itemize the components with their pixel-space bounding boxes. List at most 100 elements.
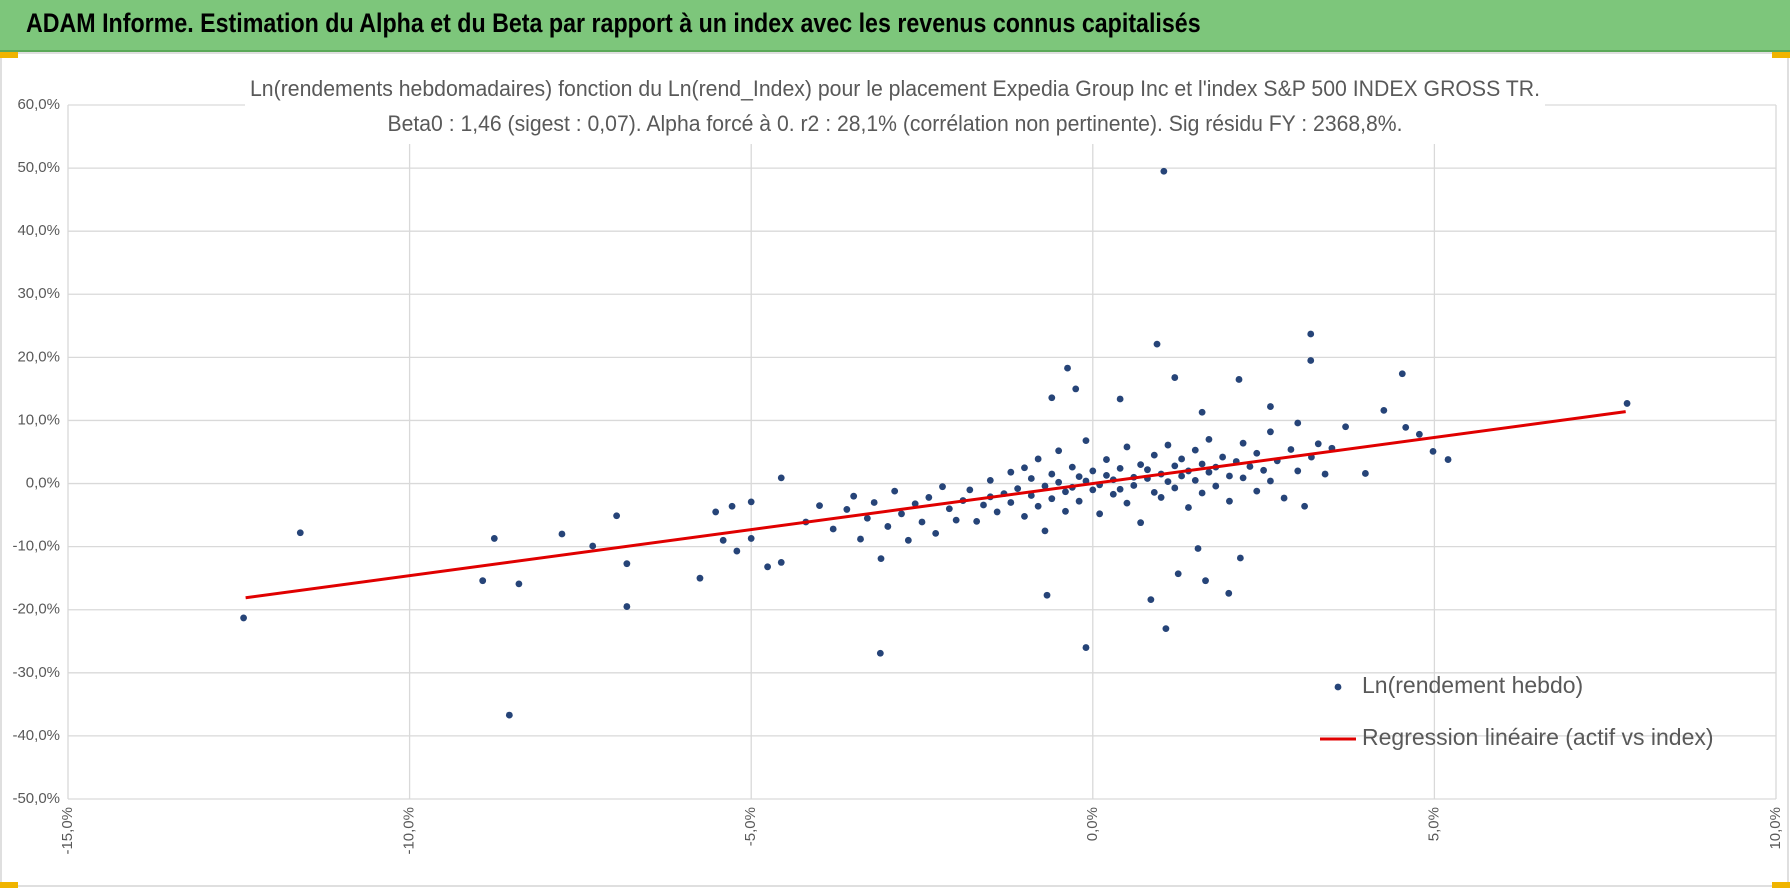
scatter-point <box>1171 462 1179 470</box>
scatter-point <box>1082 437 1090 445</box>
scatter-point <box>904 536 912 544</box>
scatter-point <box>939 483 946 491</box>
corner <box>1772 52 1790 58</box>
scatter-point <box>1194 545 1202 552</box>
scatter-point <box>1191 446 1199 454</box>
scatter-point <box>1116 485 1124 493</box>
title-bg <box>245 74 1545 144</box>
scatter-point <box>1055 447 1063 455</box>
scatter-point <box>1034 455 1042 463</box>
header: ADAM Informe. Estimation du Alpha et du … <box>0 0 1790 52</box>
scatter-point <box>1021 512 1028 520</box>
scatter-point <box>728 502 736 510</box>
scatter-point <box>1014 485 1022 492</box>
scatter-point <box>1062 507 1069 515</box>
scatter-point <box>980 501 987 509</box>
scatter-point <box>1226 472 1233 480</box>
scatter-point <box>973 518 981 525</box>
scatter-point <box>1294 419 1302 427</box>
scatter-point <box>1267 403 1274 410</box>
y-tick-label: -10,0% <box>12 538 60 555</box>
scatter-point <box>1314 440 1322 448</box>
scatter-point <box>1150 451 1158 459</box>
scatter-point <box>1027 475 1035 482</box>
scatter-point <box>1267 428 1274 436</box>
scatter-point <box>1162 625 1170 633</box>
scatter-point <box>558 530 566 538</box>
scatter-point <box>1198 489 1206 497</box>
x-tick-label: 0,0% <box>1084 807 1101 841</box>
scatter-point <box>1321 470 1329 478</box>
legend-marker <box>1334 683 1342 691</box>
scatter-point <box>1144 466 1151 474</box>
scatter-point <box>1239 474 1247 482</box>
scatter-point <box>1130 482 1138 489</box>
scatter-point <box>1178 455 1186 463</box>
y-tick-label: -50,0% <box>12 790 60 807</box>
scatter-point <box>1171 484 1179 492</box>
scatter-point <box>1082 644 1090 651</box>
scatter-point <box>764 563 771 571</box>
scatter-point <box>1267 477 1274 485</box>
scatter-point <box>1089 486 1097 494</box>
scatter-point <box>1068 463 1076 471</box>
scatter-point <box>1034 502 1042 510</box>
scatter-point <box>1361 470 1369 477</box>
scatter-point <box>877 555 885 563</box>
scatter-point <box>1164 441 1172 449</box>
y-tick-label: -30,0% <box>12 664 60 681</box>
scatter-point <box>870 499 878 506</box>
corner <box>0 52 18 58</box>
chart-title: Ln(rendements hebdomadaires) fonction du… <box>250 76 1540 101</box>
scatter-point <box>719 536 727 544</box>
scatter-point <box>1198 408 1206 416</box>
scatter-point <box>1109 490 1117 498</box>
scatter-point <box>1103 471 1110 479</box>
y-tick-label: -20,0% <box>12 601 60 618</box>
y-tick-label: 50,0% <box>17 159 60 176</box>
scatter-point <box>1153 340 1161 348</box>
scatter-point <box>747 535 755 542</box>
y-tick-label: -40,0% <box>12 727 60 744</box>
scatter-point <box>843 506 851 513</box>
scatter-point <box>1178 472 1186 480</box>
scatter-point <box>1150 488 1158 496</box>
corner <box>1772 882 1790 888</box>
scatter-point <box>1027 492 1035 499</box>
scatter-point <box>1089 467 1097 475</box>
scatter-point <box>850 492 858 500</box>
chart-frame <box>0 52 1789 887</box>
scatter-point <box>623 603 631 610</box>
scatter-point <box>857 535 864 543</box>
y-tick-label: 40,0% <box>17 222 60 239</box>
scatter-point <box>1294 467 1302 475</box>
scatter-point <box>1021 464 1028 472</box>
legend-label: Regression linéaire (actif vs index) <box>1362 724 1714 750</box>
scatter-point <box>925 494 933 501</box>
scatter-point <box>733 547 741 555</box>
scatter-point <box>1623 400 1631 407</box>
scatter-point <box>1239 439 1247 447</box>
scatter-point <box>505 711 513 719</box>
corner <box>0 882 18 888</box>
scatter-point <box>777 474 785 482</box>
scatter-point <box>1062 488 1069 496</box>
scatter-point <box>876 649 884 657</box>
scatter-point <box>932 529 940 537</box>
scatter-point <box>1226 497 1233 505</box>
scatter-point <box>1219 453 1227 461</box>
x-tick-label: -5,0% <box>742 807 759 846</box>
scatter-point <box>1198 460 1206 468</box>
scatter-point <box>1116 395 1124 403</box>
scatter-point <box>777 559 785 566</box>
scatter-point <box>240 614 247 622</box>
y-tick-label: 10,0% <box>17 411 60 428</box>
scatter-point <box>1191 476 1199 484</box>
scatter-point <box>1260 466 1267 474</box>
scatter-point <box>1307 330 1315 338</box>
x-tick-label: 10,0% <box>1767 807 1784 850</box>
scatter-point <box>1147 596 1155 604</box>
scatter-point <box>1398 370 1406 378</box>
scatter-point <box>1380 406 1388 414</box>
scatter-point <box>1072 385 1080 393</box>
